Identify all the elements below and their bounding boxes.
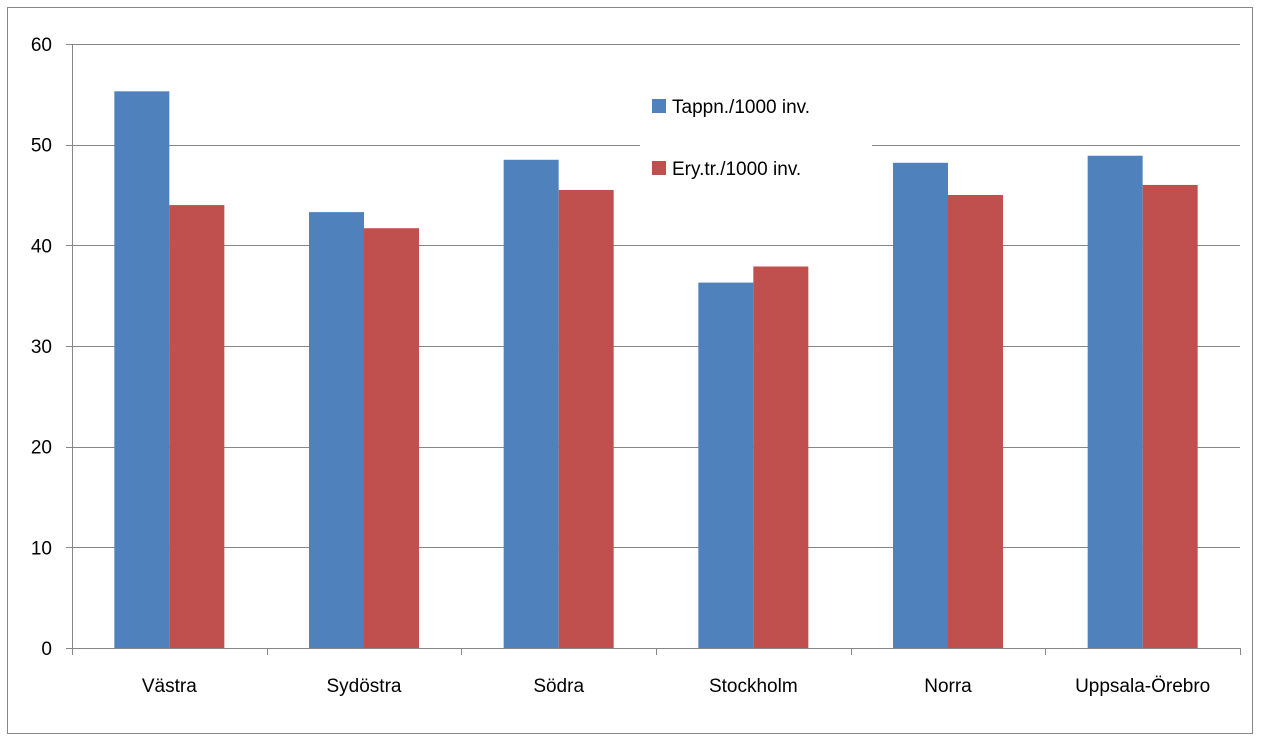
x-tick-label: Västra — [142, 676, 197, 697]
axes — [66, 44, 1241, 655]
y-tick-label: 20 — [31, 438, 52, 459]
x-axis-tick-labels: Västra Sydöstra Södra Stockholm Norra Uppsala… — [142, 676, 1210, 697]
x-tick-label: Södra — [533, 676, 584, 697]
bar — [558, 189, 614, 648]
bar — [1142, 184, 1198, 648]
bar — [364, 228, 419, 648]
bar — [169, 205, 225, 649]
bar — [893, 162, 948, 648]
bar — [698, 282, 754, 648]
legend-box — [640, 80, 872, 188]
x-tick-label: Norra — [924, 676, 972, 697]
y-tick-label: 10 — [31, 538, 52, 559]
bar — [309, 212, 364, 648]
legend-label: Tappn./1000 inv. — [672, 97, 810, 118]
bar — [1087, 155, 1143, 649]
y-tick-label: 50 — [31, 136, 52, 157]
bars — [114, 91, 1198, 649]
y-tick-label: 0 — [41, 639, 52, 660]
y-tick-label: 60 — [31, 35, 52, 56]
legend-label: Ery.tr./1000 inv. — [672, 159, 801, 180]
y-tick-label: 30 — [31, 337, 52, 358]
bar — [114, 91, 170, 648]
bar — [503, 159, 559, 648]
legend: Tappn./1000 inv. Ery.tr./1000 inv. — [640, 80, 872, 188]
x-tick-label: Stockholm — [709, 676, 798, 697]
y-tick-label: 40 — [31, 236, 52, 257]
x-tick-label: Sydöstra — [327, 676, 402, 697]
bar — [948, 195, 1003, 648]
legend-swatch — [652, 161, 666, 175]
x-tick-label: Uppsala-Örebro — [1075, 676, 1210, 697]
bar — [753, 266, 809, 648]
legend-swatch — [652, 99, 666, 113]
y-axis-tick-labels: 0 10 20 30 40 50 60 — [31, 35, 52, 660]
